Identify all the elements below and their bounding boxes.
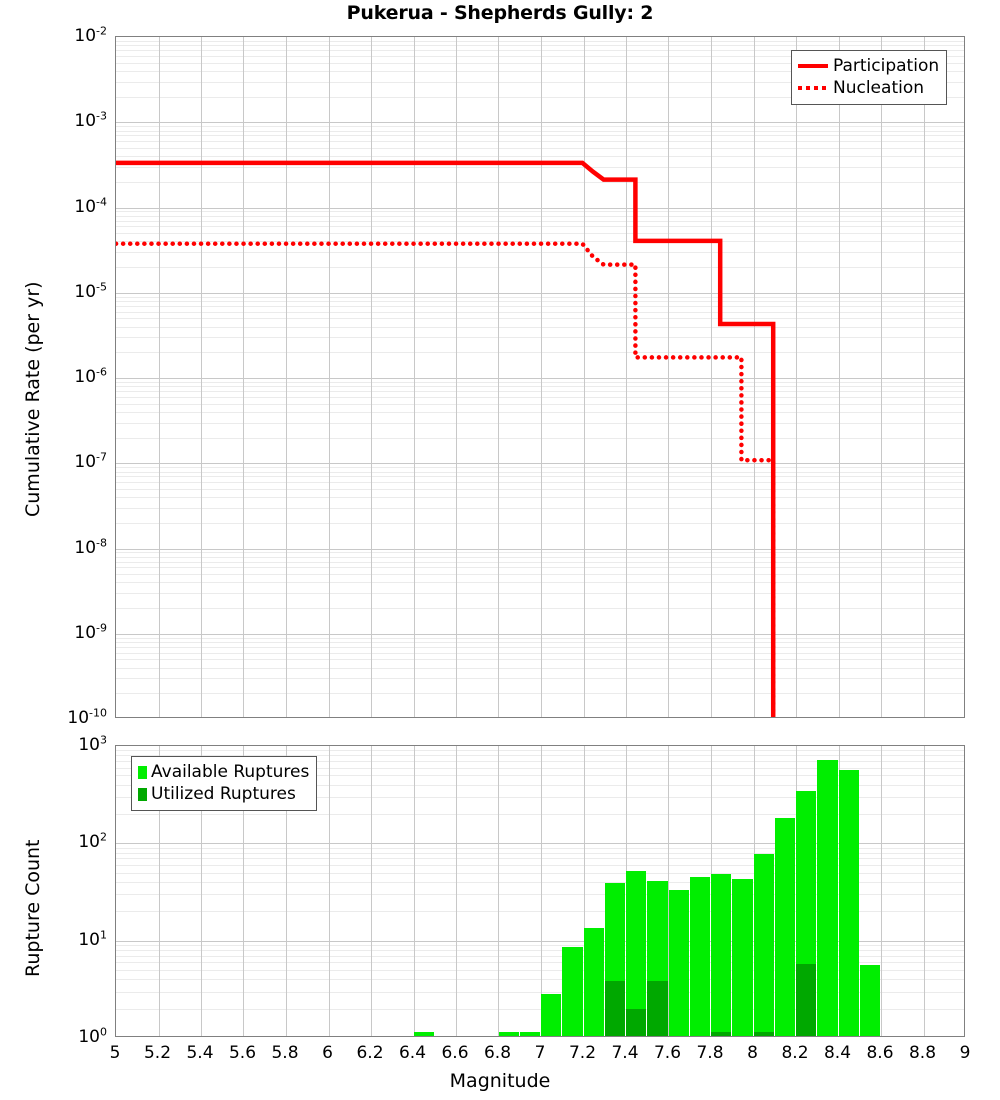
histogram-bar xyxy=(562,947,583,1036)
x-tick-label: 5.4 xyxy=(186,1043,214,1063)
histogram-bar-utilized xyxy=(626,1008,647,1036)
y-tick-label: 102 xyxy=(78,830,107,853)
legend-label-available-ruptures: Available Ruptures xyxy=(151,762,310,782)
curve-participation xyxy=(116,160,776,717)
legend-item-available-ruptures[interactable]: Available Ruptures xyxy=(138,761,309,783)
curve-nucleation xyxy=(116,241,776,717)
x-tick-label: 7.8 xyxy=(696,1043,724,1063)
histogram-bar xyxy=(541,994,562,1036)
y-tick-label: 10-8 xyxy=(74,535,107,558)
x-tick-label: 8.4 xyxy=(823,1043,852,1063)
y-tick-label: 10-3 xyxy=(74,109,107,132)
top-y-axis-label: Cumulative Rate (per yr) xyxy=(22,281,44,517)
y-tick-label: 10-6 xyxy=(74,365,107,387)
y-tick-label: 10-5 xyxy=(74,280,107,302)
histogram-bar xyxy=(732,879,753,1036)
y-tick-label: 10-2 xyxy=(74,24,107,46)
top-data-curves xyxy=(116,160,776,717)
x-tick-label: 9 xyxy=(959,1043,971,1063)
histogram-bar xyxy=(774,817,795,1036)
histogram-bar xyxy=(647,881,668,1036)
legend-label-utilized-ruptures: Utilized Ruptures xyxy=(151,784,296,804)
histogram-bar xyxy=(413,1032,434,1036)
x-tick-label: 5 xyxy=(109,1043,121,1063)
x-tick-label: 7.4 xyxy=(611,1043,639,1063)
cumulative-rate-plot xyxy=(115,36,965,718)
histogram-bar xyxy=(711,874,732,1036)
x-tick-label: 8.6 xyxy=(866,1043,894,1063)
histogram-bar xyxy=(583,927,604,1036)
top-legend: Participation Nucleation xyxy=(791,50,948,105)
bottom-legend: Available Ruptures Utilized Ruptures xyxy=(131,756,318,811)
available-ruptures-swatch-icon xyxy=(138,765,147,779)
y-tick-label: 10-4 xyxy=(74,194,107,217)
participation-line-icon xyxy=(798,64,828,68)
x-tick-label: 6.2 xyxy=(356,1043,384,1063)
legend-label-participation: Participation xyxy=(833,56,940,76)
x-tick-label: 6.4 xyxy=(398,1043,427,1063)
y-tick-label: 10-10 xyxy=(67,706,107,728)
legend-item-participation[interactable]: Participation xyxy=(798,55,939,77)
histogram-bar xyxy=(838,769,859,1036)
y-tick-label: 101 xyxy=(78,928,107,950)
x-tick-label: 8.2 xyxy=(781,1043,809,1063)
histogram-bar xyxy=(626,870,647,1036)
legend-item-utilized-ruptures[interactable]: Utilized Ruptures xyxy=(138,783,309,805)
x-tick-label: 7 xyxy=(534,1043,546,1063)
x-tick-label: 6 xyxy=(322,1043,333,1063)
y-tick-label: 10-7 xyxy=(74,450,107,473)
legend-item-nucleation[interactable]: Nucleation xyxy=(798,77,939,99)
histogram-bar xyxy=(796,790,817,1036)
histogram-bar-utilized xyxy=(796,963,817,1036)
bottom-y-axis-label: Rupture Count xyxy=(22,839,44,978)
histogram-bar-utilized xyxy=(604,980,625,1036)
histogram-bar-utilized xyxy=(753,1032,774,1036)
histogram-bar xyxy=(689,877,710,1036)
histogram-bar xyxy=(519,1032,540,1036)
x-tick-label: 7.2 xyxy=(568,1043,597,1063)
y-tick-label: 10-9 xyxy=(74,621,107,643)
x-tick-label: 6.8 xyxy=(483,1043,512,1063)
x-tick-label: 6.6 xyxy=(441,1043,469,1063)
page-title: Pukerua - Shepherds Gully: 2 xyxy=(346,2,654,24)
histogram-bar-utilized xyxy=(711,1032,732,1036)
x-tick-label: 8.8 xyxy=(908,1043,937,1063)
histogram-bar xyxy=(817,760,838,1036)
legend-label-nucleation: Nucleation xyxy=(833,78,925,98)
histogram-bar xyxy=(753,854,774,1036)
histogram-bar-utilized xyxy=(647,980,668,1036)
x-tick-label: 5.8 xyxy=(271,1043,299,1063)
histogram-bar xyxy=(859,964,880,1036)
x-tick-label: 7.6 xyxy=(653,1043,682,1063)
y-tick-label: 103 xyxy=(78,733,107,755)
x-tick-label: 5.6 xyxy=(228,1043,257,1063)
x-axis-label: Magnitude xyxy=(449,1070,551,1092)
utilized-ruptures-swatch-icon xyxy=(138,787,147,801)
x-tick-label: 8 xyxy=(747,1043,758,1063)
x-tick-label: 5.2 xyxy=(143,1043,172,1063)
y-tick-label: 100 xyxy=(78,1025,107,1047)
nucleation-dotted-line-icon xyxy=(798,86,828,90)
histogram-bar xyxy=(604,883,625,1036)
histogram-bar xyxy=(498,1032,519,1036)
histogram-bar xyxy=(668,889,689,1036)
histogram-bars xyxy=(116,746,964,1036)
